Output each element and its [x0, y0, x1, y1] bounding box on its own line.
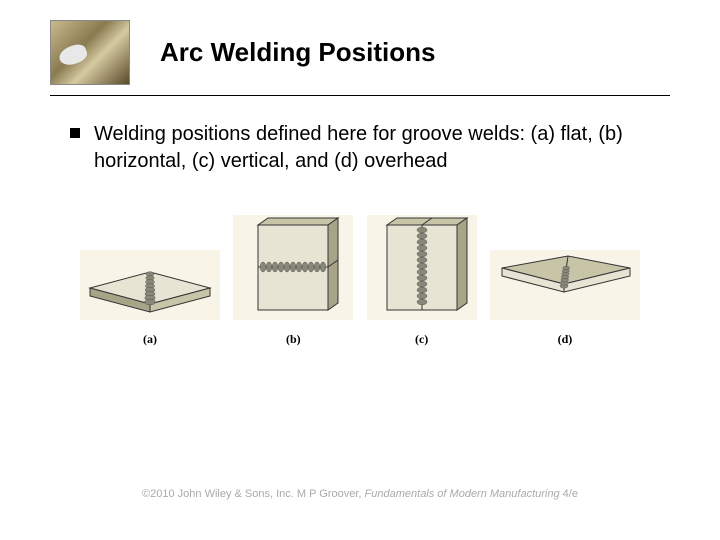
figure-d-label: (d) [558, 332, 573, 347]
header-thumbnail [50, 20, 130, 85]
slide-footer: ©2010 John Wiley & Sons, Inc. M P Groove… [0, 488, 720, 500]
figure-a-svg [80, 250, 220, 320]
figure-c-label: (c) [415, 332, 428, 347]
figure-d: (d) [490, 250, 640, 347]
slide-header: Arc Welding Positions [0, 0, 720, 95]
figure-b: (b) [233, 215, 353, 347]
footer-edition: 4/e [560, 488, 578, 500]
figure-a-label: (a) [143, 332, 157, 347]
footer-book: Fundamentals of Modern Manufacturing [365, 488, 560, 500]
figure-d-svg [490, 250, 640, 320]
bullet-marker [70, 128, 80, 138]
figure-row: (a) [70, 205, 650, 347]
title-rule [50, 95, 670, 96]
slide-body: Welding positions defined here for groov… [0, 121, 720, 347]
figure-b-label: (b) [286, 332, 301, 347]
slide-title: Arc Welding Positions [160, 37, 435, 68]
figure-a: (a) [80, 250, 220, 347]
figure-c: (c) [367, 215, 477, 347]
footer-copyright: ©2010 John Wiley & Sons, Inc. M P Groove… [142, 488, 365, 500]
figure-b-svg [233, 215, 353, 320]
bullet-text: Welding positions defined here for groov… [94, 121, 650, 175]
figure-c-svg [367, 215, 477, 320]
bullet-item: Welding positions defined here for groov… [70, 121, 650, 175]
